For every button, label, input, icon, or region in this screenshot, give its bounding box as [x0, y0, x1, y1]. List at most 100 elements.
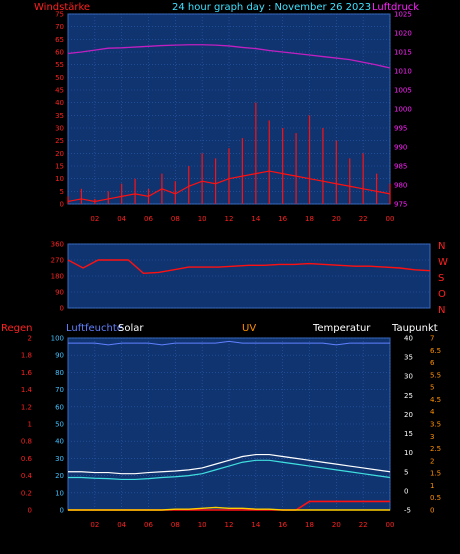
y2-tick-label-pressure: 1015 [394, 49, 412, 57]
x-tick-label-climate: 12 [225, 521, 234, 529]
y2-tick-label-pressure: 980 [394, 182, 407, 190]
y-tick-label-temp: 5 [404, 468, 408, 476]
label-temperatur: Temperatur [312, 323, 371, 334]
y-tick-label-direction: 0 [60, 305, 64, 313]
y2-tick-label-pressure: 1005 [394, 87, 412, 95]
x-tick-label-wind: 06 [144, 215, 153, 223]
y-tick-label-wind: 65 [55, 36, 64, 44]
x-tick-label-wind: 16 [278, 215, 287, 223]
y-tick-label-uv: 4 [430, 408, 435, 416]
chart-title: 24 hour graph day : November 26 2023 [172, 2, 371, 13]
x-tick-label-climate: 10 [198, 521, 207, 529]
y-tick-label-humidity: 0 [60, 507, 64, 515]
y-tick-label-wind: 10 [55, 175, 64, 183]
x-tick-label-climate: 02 [90, 521, 99, 529]
y-tick-label-temp: 40 [404, 335, 413, 343]
humidity-line [68, 340, 390, 346]
y-tick-label-uv: 4.5 [430, 396, 441, 404]
direction-label: O [438, 289, 446, 300]
x-tick-label-wind: 22 [359, 215, 368, 223]
y-tick-label-regen: 1 [28, 421, 32, 429]
y-tick-label-wind: 30 [55, 125, 64, 133]
x-tick-label-wind: 02 [90, 215, 99, 223]
y-tick-label-uv: 0.5 [430, 494, 441, 502]
x-tick-label-climate: 06 [144, 521, 153, 529]
header-left-label: Windstärke [34, 2, 90, 13]
y-tick-label-humidity: 80 [55, 369, 64, 377]
x-tick-label-wind: 08 [171, 215, 180, 223]
y-tick-label-humidity: 70 [55, 386, 64, 394]
direction-label: N [438, 241, 445, 252]
solar-line [68, 506, 390, 511]
y2-tick-label-pressure: 1000 [394, 106, 412, 114]
y-tick-label-humidity: 30 [55, 455, 64, 463]
y-tick-label-regen: 1.4 [21, 386, 33, 394]
y-tick-label-temp: -5 [404, 507, 411, 515]
y2-tick-label-pressure: 1020 [394, 30, 412, 38]
label-regen: Regen [1, 323, 33, 334]
y-tick-label-temp: 30 [404, 373, 413, 381]
y2-tick-label-pressure: 975 [394, 201, 407, 209]
y-tick-label-wind: 20 [55, 150, 64, 158]
y-tick-label-wind: 60 [55, 49, 64, 57]
y-tick-label-humidity: 10 [55, 489, 64, 497]
y-tick-label-humidity: 50 [55, 421, 64, 429]
y-tick-label-uv: 3 [430, 433, 434, 441]
x-tick-label-climate: 20 [332, 521, 341, 529]
wind-speed-line [67, 170, 391, 203]
x-tick-label-climate: 00 [386, 521, 395, 529]
direction-label: N [438, 305, 445, 316]
x-tick-label-climate: 18 [305, 521, 314, 529]
y-tick-label-regen: 0.2 [21, 489, 32, 497]
y-tick-label-uv: 0 [430, 507, 434, 515]
y-tick-label-regen: 1.8 [21, 352, 32, 360]
y-tick-label-uv: 3.5 [430, 421, 441, 429]
y-tick-label-regen: 2 [28, 335, 32, 343]
x-tick-label-wind: 20 [332, 215, 341, 223]
y-tick-label-direction: 270 [51, 257, 64, 265]
y-tick-label-wind: 40 [55, 99, 64, 107]
label-taupunkt: Taupunkt [391, 323, 438, 334]
temperature-line [68, 453, 391, 475]
y-tick-label-regen: 0.8 [21, 438, 32, 446]
y-tick-label-temp: 0 [404, 487, 408, 495]
y2-tick-label-pressure: 1010 [394, 68, 412, 76]
y-tick-label-humidity: 60 [55, 403, 64, 411]
y-tick-label-uv: 7 [430, 335, 434, 343]
y-tick-label-wind: 0 [60, 201, 64, 209]
label-luftfeuchte: Luftfeuchte [66, 323, 123, 334]
y2-tick-label-pressure: 985 [394, 163, 407, 171]
y-tick-label-wind: 45 [55, 87, 64, 95]
y-tick-label-direction: 180 [51, 273, 64, 281]
y-tick-label-regen: 0 [28, 507, 32, 515]
y-tick-label-humidity: 90 [55, 352, 64, 360]
y-tick-label-temp: 10 [404, 449, 413, 457]
y-tick-label-direction: 90 [55, 289, 64, 297]
y-tick-label-temp: 35 [404, 354, 413, 362]
y-tick-label-wind: 25 [55, 137, 64, 145]
y-tick-label-wind: 35 [55, 112, 64, 120]
y2-tick-label-pressure: 1025 [394, 11, 412, 19]
x-tick-label-wind: 04 [117, 215, 126, 223]
x-tick-label-wind: 00 [386, 215, 395, 223]
x-tick-label-climate: 04 [117, 521, 126, 529]
y-tick-label-wind: 5 [60, 188, 64, 196]
y-tick-label-humidity: 40 [55, 438, 64, 446]
y-tick-label-wind: 55 [55, 61, 64, 69]
y-tick-label-uv: 2 [430, 457, 434, 465]
y-tick-label-wind: 75 [55, 11, 64, 19]
y-tick-label-uv: 5 [430, 384, 434, 392]
y-tick-label-temp: 25 [404, 392, 413, 400]
y-tick-label-uv: 2.5 [430, 445, 441, 453]
y-tick-label-humidity: 20 [55, 472, 64, 480]
y-tick-label-uv: 6.5 [430, 347, 441, 355]
y-tick-label-regen: 1.2 [21, 403, 32, 411]
chart-marks: 0510152025303540455055606570759759809859… [21, 11, 448, 530]
header-right-label: Luftdruck [372, 2, 419, 13]
y-tick-label-regen: 0.4 [21, 472, 33, 480]
wind-direction-line [67, 259, 431, 275]
y-tick-label-wind: 15 [55, 163, 64, 171]
y-tick-label-direction: 360 [51, 241, 64, 249]
